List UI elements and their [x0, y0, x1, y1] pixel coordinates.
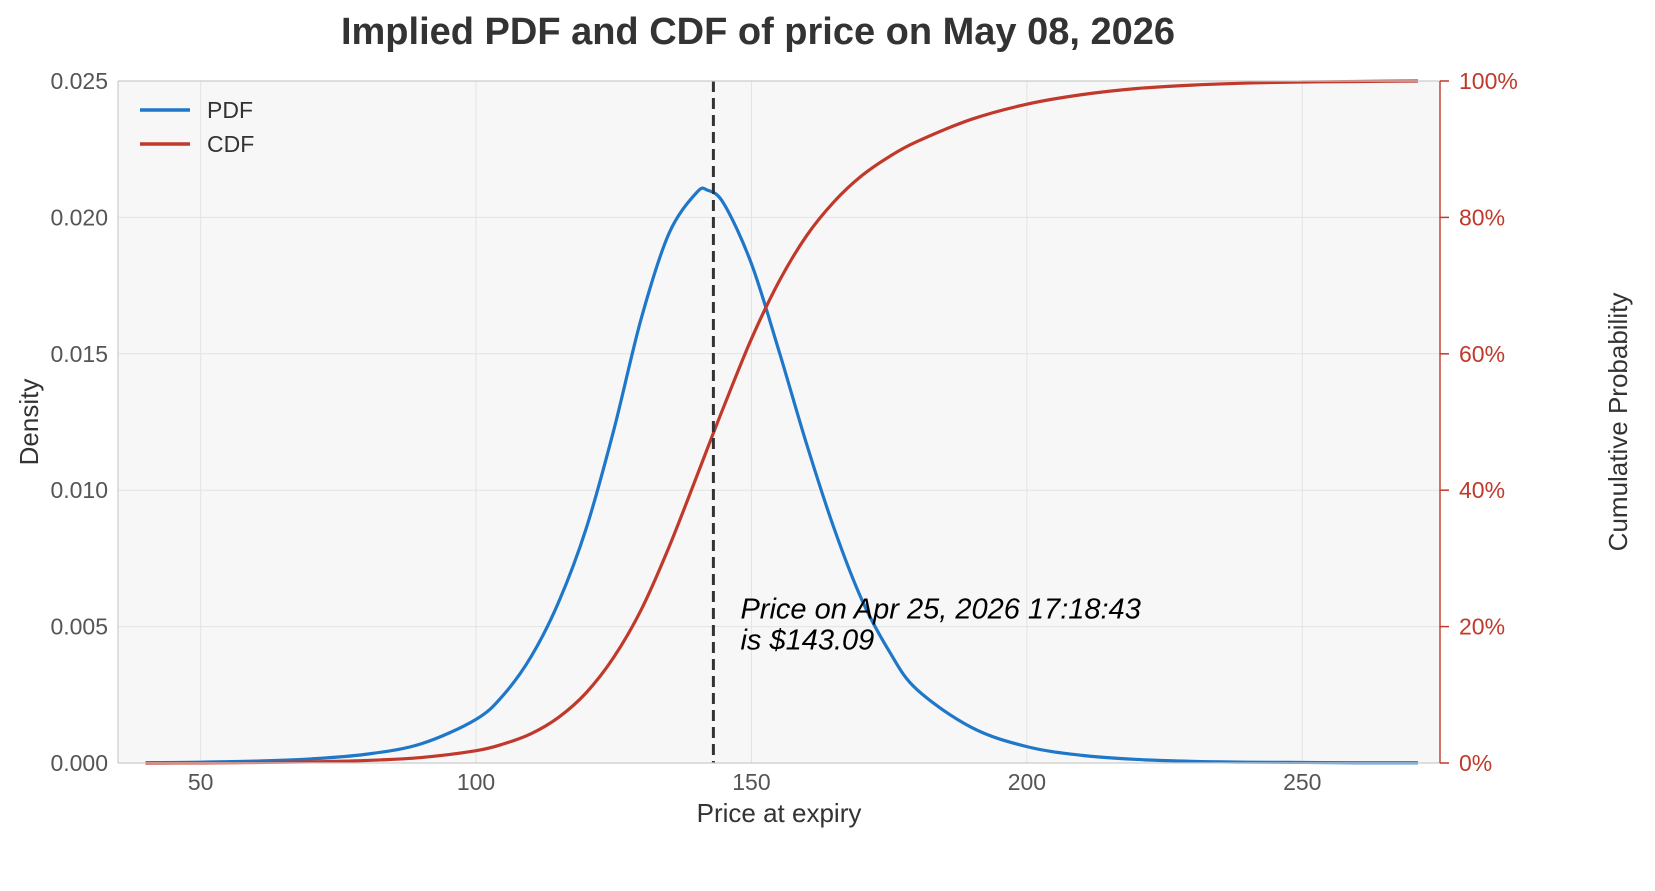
annotation-line2: is $143.09 — [740, 624, 874, 656]
cdf-line — [145, 79, 1418, 765]
y-right-tick-label: 0% — [1459, 750, 1492, 776]
legend-cdf-label: CDF — [207, 131, 254, 157]
series-layer — [145, 79, 1418, 765]
annotation-line1: Price on Apr 25, 2026 17:18:43 — [740, 593, 1140, 625]
y-left-tick-label: 0.025 — [50, 68, 108, 94]
y-left-tick-label: 0.020 — [50, 204, 108, 230]
y-left-tick-label: 0.010 — [50, 477, 108, 503]
y-right-tick-label: 20% — [1459, 614, 1505, 640]
tick-labels: 50 100 150 200 250 0.000 0.005 0.010 0.015 0.020 0… — [50, 68, 1517, 795]
x-tick-label: 150 — [732, 769, 770, 795]
y-axis-left-label: Density — [14, 379, 44, 466]
chart-title: Implied PDF and CDF of price on May 08, … — [341, 11, 1175, 53]
y-right-tick-label: 40% — [1459, 477, 1505, 503]
y-left-tick-label: 0.005 — [50, 614, 108, 640]
x-axis-label: Price at expiry — [697, 798, 862, 828]
plot-area — [118, 81, 1440, 763]
y-left-tick-label: 0.015 — [50, 341, 108, 367]
y-axis-right-label: Cumulative Probability — [1603, 293, 1633, 552]
pdf-line — [145, 186, 1418, 765]
legend-pdf-label: PDF — [207, 97, 253, 123]
y-right-tick-label: 100% — [1459, 68, 1518, 94]
x-tick-label: 250 — [1283, 769, 1321, 795]
y-left-tick-label: 0.000 — [50, 750, 108, 776]
y-right-tick-label: 80% — [1459, 204, 1505, 230]
x-tick-label: 100 — [457, 769, 495, 795]
annotation: Price on Apr 25, 2026 17:18:43 is $143.0… — [740, 593, 1140, 656]
axes-frame — [117, 80, 1441, 764]
x-tick-label: 200 — [1008, 769, 1046, 795]
legend: PDF CDF — [140, 97, 254, 157]
x-tick-label: 50 — [188, 769, 214, 795]
y-right-tick-label: 60% — [1459, 341, 1505, 367]
